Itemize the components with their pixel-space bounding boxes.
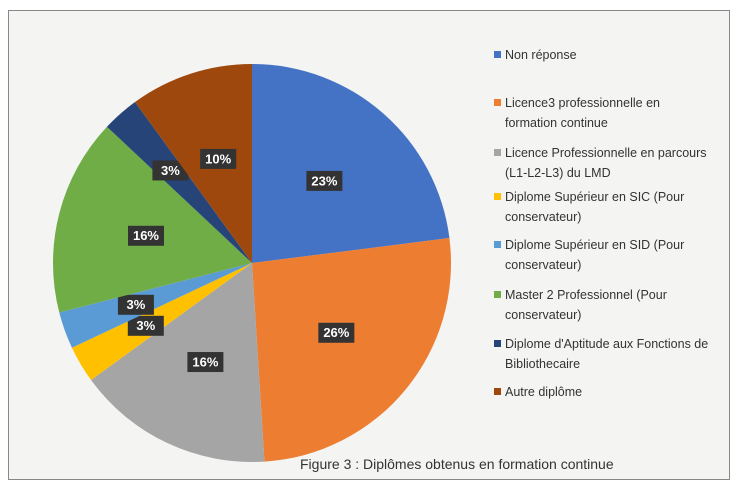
data-label: 3% xyxy=(127,297,146,312)
pie-slice xyxy=(52,126,252,313)
label-box xyxy=(152,160,189,181)
label-box xyxy=(117,294,154,315)
pie-slice xyxy=(106,102,252,263)
legend-item: Diplome Supérieur en SIC (Pour conservat… xyxy=(494,187,709,227)
data-label: 3% xyxy=(136,318,155,333)
legend-item: Diplome d'Aptitude aux Fonctions de Bibl… xyxy=(494,334,709,374)
pie-slice xyxy=(252,238,451,462)
legend-item: Diplome Supérieur en SID (Pour conservat… xyxy=(494,235,709,275)
data-label: 10% xyxy=(205,151,231,166)
label-box xyxy=(127,225,164,246)
legend-label: Autre diplôme xyxy=(505,385,583,399)
data-label: 23% xyxy=(311,173,337,188)
legend-swatch xyxy=(494,193,501,200)
data-label: 16% xyxy=(133,228,159,243)
legend-swatch xyxy=(494,241,501,248)
data-label: 16% xyxy=(192,354,218,369)
legend-label: Diplome Supérieur en SIC (Pour conservat… xyxy=(505,190,685,224)
legend-swatch xyxy=(494,340,501,347)
legend-swatch xyxy=(494,99,501,106)
label-box xyxy=(127,315,164,336)
legend-item: Licence3 professionnelle en formation co… xyxy=(494,93,709,133)
legend-label: Licence Professionnelle en parcours (L1-… xyxy=(505,146,707,180)
legend-swatch xyxy=(494,51,501,58)
legend-label: Master 2 Professionnel (Pour conservateu… xyxy=(505,288,667,322)
legend-label: Non réponse xyxy=(505,48,577,62)
legend-item: Non réponse xyxy=(494,45,709,65)
pie-slice xyxy=(91,263,265,463)
legend-item: Master 2 Professionnel (Pour conservateu… xyxy=(494,285,709,325)
data-label: 3% xyxy=(161,163,180,178)
label-box xyxy=(187,352,224,373)
data-label: 26% xyxy=(323,325,349,340)
label-box xyxy=(200,148,237,169)
pie-slice xyxy=(59,263,252,348)
legend-swatch xyxy=(494,388,501,395)
legend-swatch xyxy=(494,291,501,298)
pie-slice xyxy=(252,64,450,263)
pie-slice xyxy=(135,64,252,263)
legend-label: Diplome d'Aptitude aux Fonctions de Bibl… xyxy=(505,337,709,371)
chart-title: Figure 3 : Diplômes obtenus en formation… xyxy=(300,456,614,472)
legend-item: Licence Professionnelle en parcours (L1-… xyxy=(494,143,709,183)
label-box xyxy=(318,322,355,343)
label-box xyxy=(306,170,343,191)
legend-label: Licence3 professionnelle en formation co… xyxy=(505,96,660,130)
legend-swatch xyxy=(494,149,501,156)
legend-label: Diplome Supérieur en SID (Pour conservat… xyxy=(505,238,685,272)
legend-item: Autre diplôme xyxy=(494,382,709,402)
